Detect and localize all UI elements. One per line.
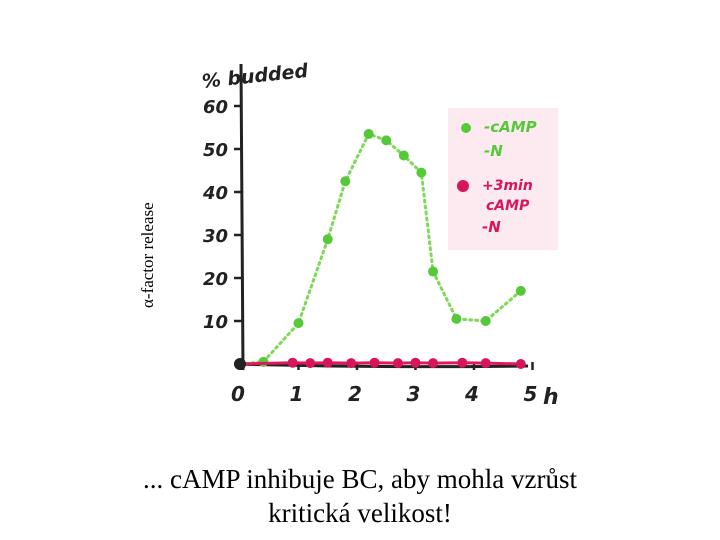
- data-point: [416, 167, 427, 178]
- x-tick-label: 0: [231, 382, 245, 406]
- y-tick-label: 30: [203, 226, 228, 247]
- data-point: [451, 313, 462, 324]
- y-axis-title: % budded: [201, 60, 310, 93]
- data-point: [346, 358, 357, 369]
- legend-label-1: -cAMP: [484, 118, 537, 136]
- data-point: [515, 285, 526, 296]
- data-point: [381, 135, 392, 146]
- legend-label-2-line3: -N: [482, 218, 501, 236]
- caption-line-1: ... cAMP inhibuje BC, aby mohla vzrůst: [143, 464, 577, 494]
- legend-marker-1: [461, 123, 471, 133]
- data-point: [480, 316, 491, 326]
- data-point: [340, 176, 351, 187]
- legend-marker-2: [457, 180, 469, 192]
- data-point: [392, 358, 403, 369]
- y-tick-label: 40: [202, 183, 228, 204]
- x-axis: [233, 362, 529, 369]
- caption: ... cAMP inhibuje BC, aby mohla vzrůst k…: [60, 462, 660, 530]
- data-point: [480, 358, 491, 369]
- origin-point: [234, 358, 246, 370]
- caption-line-2: kritická velikost!: [268, 498, 452, 528]
- data-point: [515, 359, 526, 369]
- legend-label-2-line2: cAMP: [486, 198, 530, 214]
- y-tick-label: 20: [203, 269, 228, 290]
- y-axis: [239, 63, 245, 371]
- x-tick-label: 2: [348, 382, 362, 406]
- x-axis-unit: h: [543, 385, 559, 410]
- y-tick-label: 10: [203, 312, 228, 333]
- x-tick-label: 1: [290, 382, 304, 406]
- data-point: [457, 357, 468, 368]
- data-point: [398, 150, 409, 161]
- data-point: [293, 318, 304, 329]
- side-axis-label: α-factor release: [138, 202, 157, 308]
- legend-label-2: +3min: [482, 178, 533, 194]
- x-tick-label: 4: [464, 382, 479, 406]
- data-point: [322, 357, 333, 368]
- data-point: [305, 358, 316, 369]
- x-tick-label: 5: [524, 382, 538, 406]
- y-tick-label: 50: [203, 140, 228, 161]
- legend-label-1-line2: -N: [484, 142, 503, 160]
- data-point: [369, 357, 380, 368]
- x-tick-label: 3: [407, 382, 421, 406]
- data-point: [428, 266, 439, 277]
- series-line-2: [238, 361, 523, 366]
- data-point: [363, 128, 374, 139]
- data-point: [428, 358, 439, 369]
- data-point: [287, 357, 298, 368]
- data-point: [322, 234, 333, 245]
- y-tick-label: 60: [203, 97, 228, 118]
- data-point: [410, 357, 421, 368]
